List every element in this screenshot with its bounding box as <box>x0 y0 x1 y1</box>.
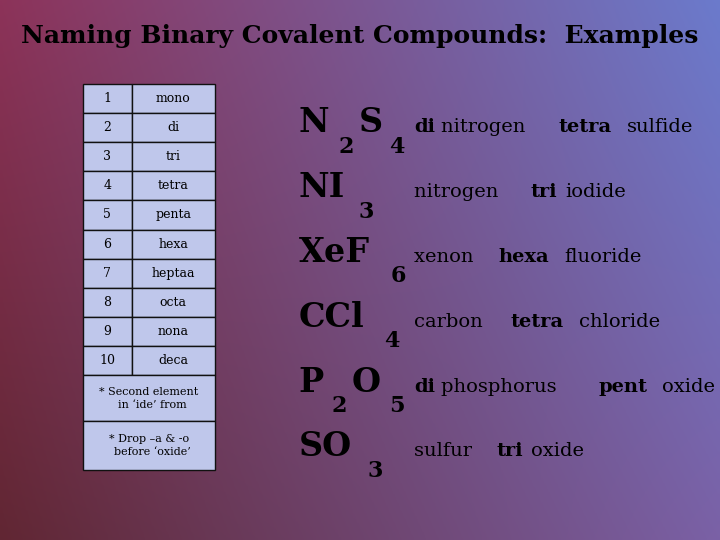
Text: hexa: hexa <box>158 238 188 251</box>
Bar <box>83 375 215 421</box>
Text: tetra: tetra <box>158 179 189 192</box>
Text: oxide: oxide <box>662 377 714 395</box>
Text: di: di <box>414 118 435 136</box>
Text: sulfide: sulfide <box>626 118 693 136</box>
Text: 2: 2 <box>104 121 111 134</box>
Bar <box>83 171 132 200</box>
Bar <box>132 200 215 230</box>
Text: octa: octa <box>160 296 186 309</box>
Text: heptaa: heptaa <box>151 267 195 280</box>
Text: mono: mono <box>156 92 191 105</box>
Text: nitrogen: nitrogen <box>441 118 532 136</box>
Text: phosphorus: phosphorus <box>441 377 563 395</box>
Text: penta: penta <box>156 208 192 221</box>
Text: tetra: tetra <box>510 313 564 330</box>
Bar <box>132 171 215 200</box>
Text: * Drop –a & -o
  before ‘oxide’: * Drop –a & -o before ‘oxide’ <box>107 434 191 457</box>
Text: O: O <box>351 366 380 399</box>
Text: deca: deca <box>158 354 188 367</box>
Text: di: di <box>414 377 435 395</box>
Bar <box>83 142 132 171</box>
Bar <box>132 142 215 171</box>
Text: 6: 6 <box>103 238 112 251</box>
Bar <box>132 113 215 142</box>
Text: 6: 6 <box>390 266 406 287</box>
Text: 3: 3 <box>367 460 383 482</box>
Bar <box>132 259 215 288</box>
Text: 4: 4 <box>390 136 405 158</box>
Text: tri: tri <box>166 150 181 163</box>
Text: NI: NI <box>299 171 345 204</box>
Text: di: di <box>167 121 179 134</box>
Text: 10: 10 <box>99 354 115 367</box>
Text: 3: 3 <box>359 201 374 222</box>
Text: S: S <box>359 106 382 139</box>
Text: nitrogen: nitrogen <box>414 183 505 201</box>
Text: * Second element
  in ‘ide’ from: * Second element in ‘ide’ from <box>99 387 198 410</box>
Text: Naming Binary Covalent Compounds:  Examples: Naming Binary Covalent Compounds: Exampl… <box>22 24 698 48</box>
Text: nona: nona <box>158 325 189 338</box>
Text: 2: 2 <box>331 395 347 417</box>
Text: chloride: chloride <box>580 313 661 330</box>
Bar <box>83 84 132 113</box>
Text: pent: pent <box>598 377 647 395</box>
Bar <box>83 317 132 346</box>
Text: 3: 3 <box>103 150 112 163</box>
Text: sulfur: sulfur <box>414 442 478 460</box>
Text: 4: 4 <box>103 179 112 192</box>
Text: 7: 7 <box>104 267 111 280</box>
Text: 4: 4 <box>384 330 399 352</box>
Text: 5: 5 <box>104 208 111 221</box>
Bar <box>132 317 215 346</box>
Bar <box>83 113 132 142</box>
Text: 1: 1 <box>103 92 112 105</box>
Text: tetra: tetra <box>558 118 611 136</box>
Bar <box>132 346 215 375</box>
Text: iodide: iodide <box>565 183 626 201</box>
Text: carbon: carbon <box>414 313 489 330</box>
Text: oxide: oxide <box>531 442 584 460</box>
Text: P: P <box>299 366 324 399</box>
Bar <box>83 346 132 375</box>
Bar <box>83 288 132 317</box>
Text: 9: 9 <box>104 325 111 338</box>
Text: tri: tri <box>497 442 523 460</box>
Text: xenon: xenon <box>414 248 480 266</box>
Bar <box>132 288 215 317</box>
Bar <box>132 230 215 259</box>
Text: N: N <box>299 106 330 139</box>
Text: hexa: hexa <box>499 248 549 266</box>
Text: SO: SO <box>299 430 352 463</box>
Bar <box>83 259 132 288</box>
Bar <box>83 200 132 230</box>
Text: tri: tri <box>531 183 557 201</box>
Text: 2: 2 <box>338 136 354 158</box>
Text: XeF: XeF <box>299 236 370 269</box>
Bar <box>83 421 215 470</box>
Text: 5: 5 <box>389 395 405 417</box>
Text: 8: 8 <box>103 296 112 309</box>
Text: CCl: CCl <box>299 301 364 334</box>
Bar <box>132 84 215 113</box>
Text: fluoride: fluoride <box>564 248 642 266</box>
Bar <box>83 230 132 259</box>
